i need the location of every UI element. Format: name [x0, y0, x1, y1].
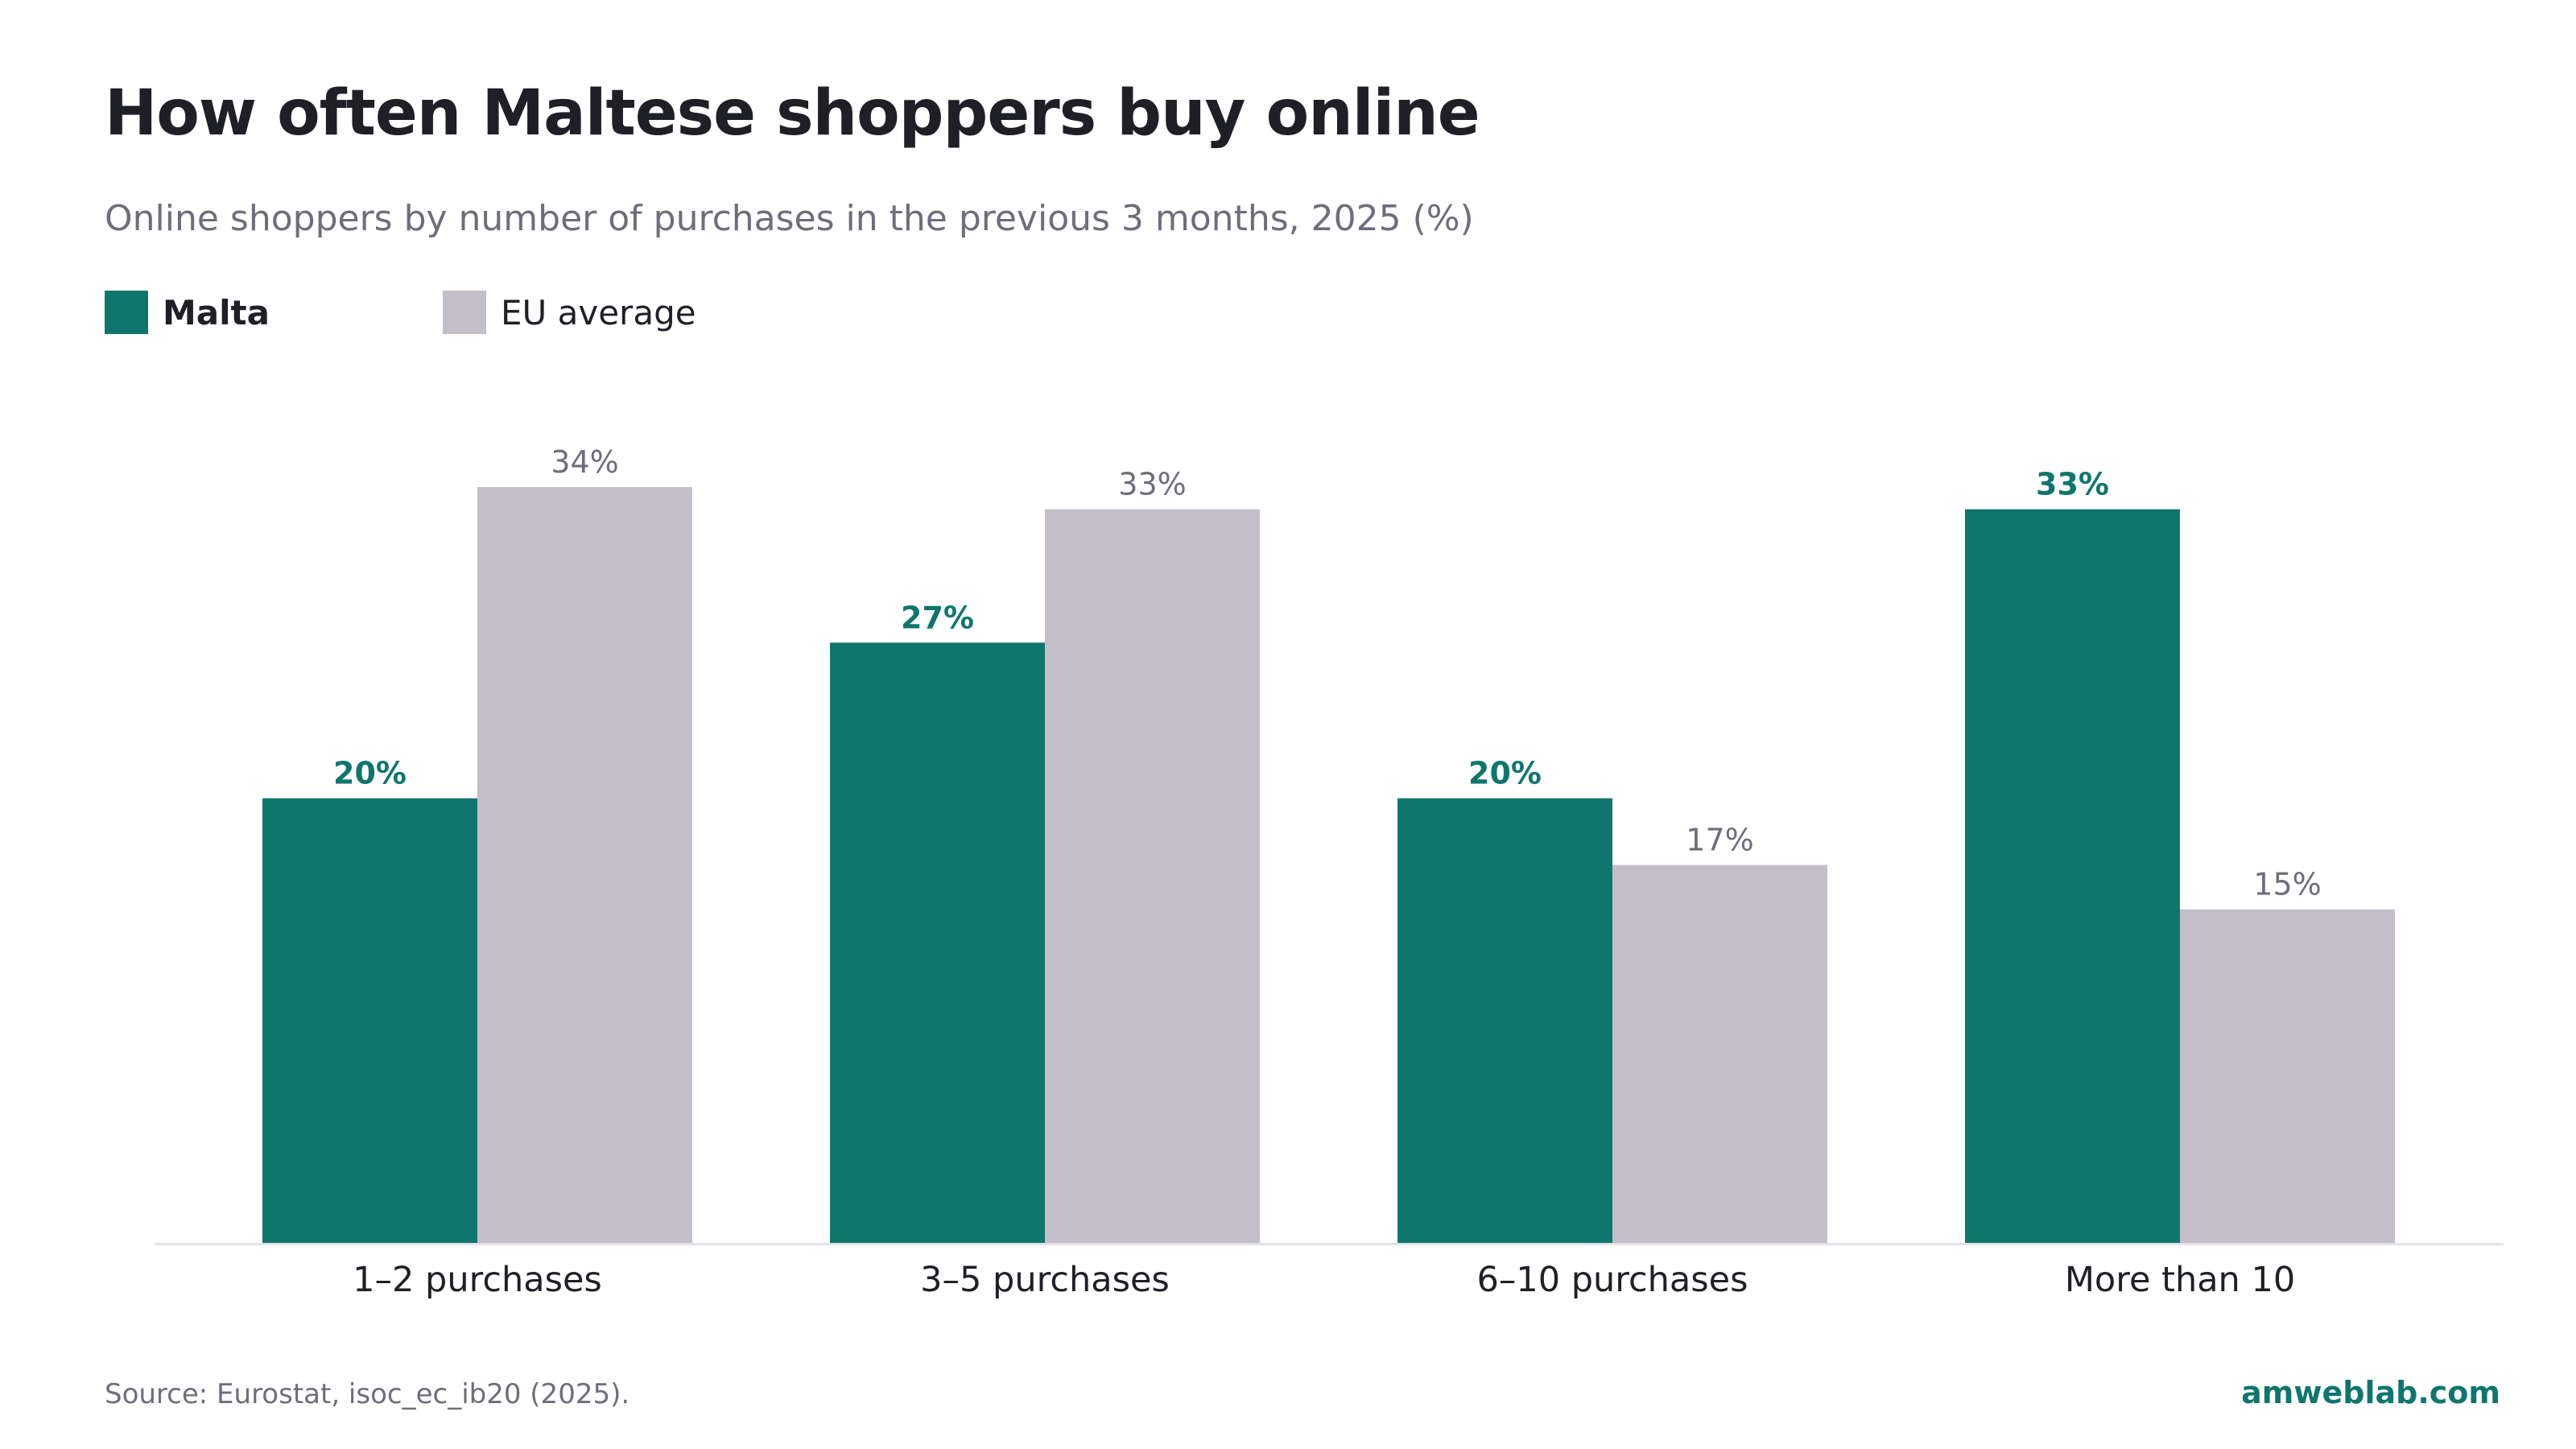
bar-malta-6-10-purchases: [1397, 798, 1612, 1243]
legend-swatch-malta: [105, 291, 148, 334]
legend-item-eu-average: EU average: [443, 290, 696, 335]
legend-item-malta: Malta: [105, 290, 270, 335]
bar-eu-average-3-5-purchases: [1045, 509, 1260, 1243]
value-label-eu-average-more-than-10: 15%: [2253, 867, 2321, 902]
value-labels-layer: 20% 34% 27% 33% 20% 17% 33% 15%: [333, 444, 2322, 902]
bar-eu-average-more-than-10: [2180, 909, 2395, 1243]
chart-subtitle: Online shoppers by number of purchases i…: [105, 198, 1474, 239]
bars-layer: [262, 487, 2395, 1243]
legend-label-malta: Malta: [163, 292, 270, 332]
value-label-malta-1-2-purchases: 20%: [333, 756, 407, 791]
value-label-malta-3-5-purchases: 27%: [901, 600, 974, 635]
chart-title: How often Maltese shoppers buy online: [105, 77, 1480, 150]
legend-swatch-eu-average: [443, 291, 486, 334]
bar-eu-average-1-2-purchases: [477, 487, 692, 1243]
bar-malta-1-2-purchases: [262, 798, 477, 1243]
value-label-malta-6-10-purchases: 20%: [1468, 756, 1542, 791]
bar-eu-average-6-10-purchases: [1612, 865, 1827, 1243]
source-note: Source: Eurostat, isoc_ec_ib20 (2025).: [105, 1378, 630, 1410]
x-tick-label-1-2-purchases: 1–2 purchases: [353, 1260, 602, 1300]
x-tick-label-3-5-purchases: 3–5 purchases: [920, 1260, 1170, 1300]
value-label-eu-average-3-5-purchases: 33%: [1118, 467, 1186, 502]
bar-malta-more-than-10: [1965, 509, 2180, 1243]
bar-malta-3-5-purchases: [830, 642, 1045, 1243]
x-tick-label-more-than-10: More than 10: [2065, 1260, 2295, 1300]
tick-labels-layer: 1–2 purchases 3–5 purchases 6–10 purchases…: [353, 1260, 2295, 1300]
value-label-eu-average-6-10-purchases: 17%: [1686, 823, 1753, 858]
legend-label-eu-average: EU average: [501, 292, 696, 332]
value-label-eu-average-1-2-purchases: 34%: [551, 444, 618, 480]
x-tick-label-6-10-purchases: 6–10 purchases: [1476, 1260, 1748, 1300]
brand-link[interactable]: amweblab.com: [2241, 1375, 2500, 1410]
value-label-malta-more-than-10: 33%: [2036, 467, 2109, 502]
